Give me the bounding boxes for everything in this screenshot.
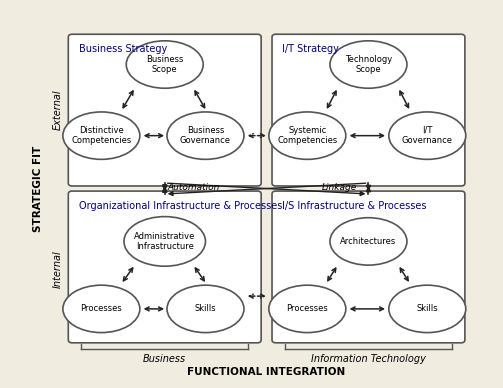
Ellipse shape — [269, 285, 346, 333]
Text: Information Technology: Information Technology — [311, 354, 426, 364]
Text: FUNCTIONAL INTEGRATION: FUNCTIONAL INTEGRATION — [188, 367, 346, 377]
Text: Systemic
Competencies: Systemic Competencies — [277, 126, 338, 146]
Text: STRATEGIC FIT: STRATEGIC FIT — [33, 146, 43, 232]
Ellipse shape — [330, 218, 407, 265]
FancyBboxPatch shape — [272, 34, 465, 186]
Ellipse shape — [167, 285, 244, 333]
Ellipse shape — [389, 112, 466, 159]
Text: Skills: Skills — [195, 305, 216, 314]
Text: External: External — [52, 90, 62, 130]
Ellipse shape — [124, 217, 205, 266]
Text: Internal: Internal — [52, 250, 62, 288]
Text: Linkage: Linkage — [321, 183, 357, 192]
Text: Architectures: Architectures — [341, 237, 396, 246]
Ellipse shape — [269, 112, 346, 159]
Text: Skills: Skills — [416, 305, 438, 314]
Ellipse shape — [63, 285, 140, 333]
FancyBboxPatch shape — [68, 191, 261, 343]
Text: I/T
Governance: I/T Governance — [402, 126, 453, 146]
FancyBboxPatch shape — [68, 34, 261, 186]
Text: Distinctive
Competencies: Distinctive Competencies — [71, 126, 131, 146]
Text: Automation: Automation — [168, 183, 220, 192]
FancyBboxPatch shape — [272, 191, 465, 343]
Text: Business
Scope: Business Scope — [146, 55, 184, 74]
Ellipse shape — [126, 41, 203, 88]
Text: I/S Infrastructure & Processes: I/S Infrastructure & Processes — [283, 201, 427, 211]
Text: Business
Governance: Business Governance — [180, 126, 231, 146]
Text: Technology
Scope: Technology Scope — [345, 55, 392, 74]
Ellipse shape — [330, 41, 407, 88]
Text: Processes: Processes — [286, 305, 328, 314]
Ellipse shape — [63, 112, 140, 159]
Text: Business Strategy: Business Strategy — [78, 44, 167, 54]
Ellipse shape — [167, 112, 244, 159]
Text: Administrative
Infrastructure: Administrative Infrastructure — [134, 232, 196, 251]
Text: I/T Strategy: I/T Strategy — [283, 44, 340, 54]
Text: Processes: Processes — [80, 305, 122, 314]
Ellipse shape — [389, 285, 466, 333]
Text: Business: Business — [143, 354, 186, 364]
Text: Organizational Infrastructure & Processes: Organizational Infrastructure & Processe… — [78, 201, 282, 211]
